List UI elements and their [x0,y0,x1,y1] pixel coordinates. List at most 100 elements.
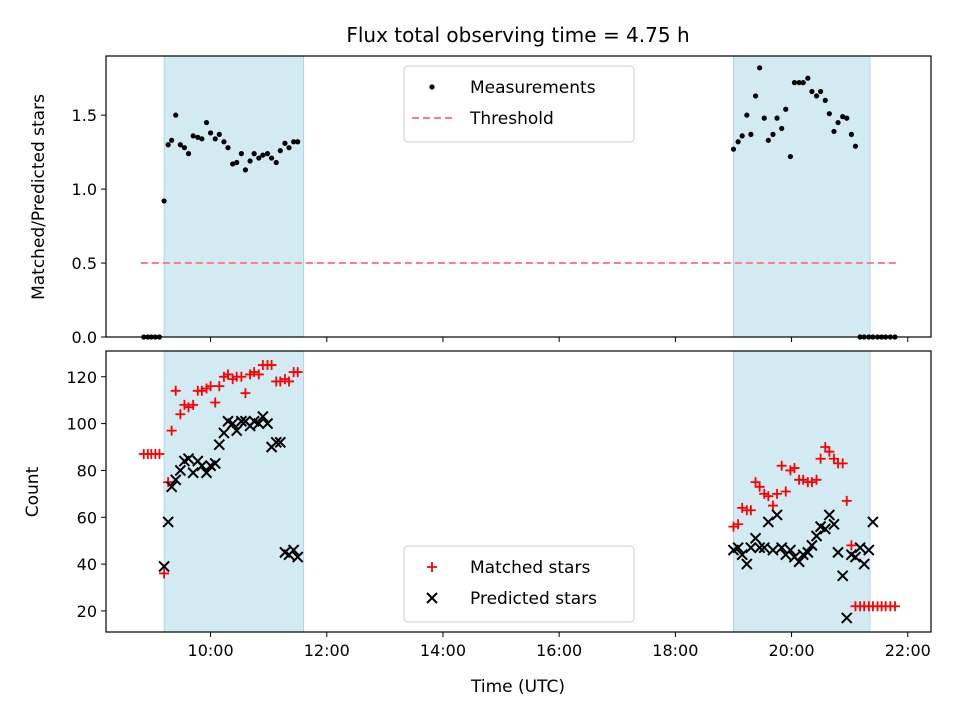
predicted-star-point [226,417,239,430]
measurement-point [735,139,741,145]
predicted-star-point [793,556,805,568]
predicted-star-point [274,436,287,449]
matched-star-point [811,474,822,485]
predicted-star-point [784,544,797,556]
measurement-point [251,151,257,157]
matched-star-point [798,474,809,485]
measurement-point [757,65,763,71]
predicted-star-point [823,509,836,521]
measurement-point [169,137,175,143]
predicted-star-point [819,523,831,535]
measurement-point [840,114,846,120]
measurement-point [282,140,288,146]
matched-star-point [889,601,900,612]
measurement-point [286,145,292,151]
predicted-star-point [261,417,274,430]
panel-frame-0 [105,55,932,338]
matched-star-point [183,402,194,413]
predicted-star-point [802,546,814,559]
predicted-star-point [732,541,744,554]
predicted-star-point [231,424,243,437]
matched-star-point [223,369,234,380]
predicted-star-point [749,532,762,545]
matched-star-point [841,495,852,506]
predicted-star-point [741,558,753,570]
measurement-point [774,115,780,121]
matched-star-point [776,460,787,471]
observing-window-1-1 [733,351,870,632]
predicted-star-point [836,570,849,582]
matched-star-point [292,367,303,378]
x-tick-label-5: 20:00 [769,641,815,660]
matched-star-point [780,486,791,497]
predicted-star-point [849,551,862,563]
x-tick-label-2: 14:00 [420,641,466,660]
matched-star-point [733,519,744,530]
measurement-point [818,88,824,95]
matched-star-point [196,385,207,396]
y-tick-label-1-4: 100 [66,415,97,434]
measurement-point [800,80,806,86]
predicted-star-point [771,509,783,521]
y-tick-label-1-2: 60 [77,508,97,527]
matched-star-point [745,505,756,516]
x-tick-label-6: 22:00 [885,641,931,660]
y-tick-label-1-1: 40 [77,555,97,574]
matched-star-point [154,449,165,460]
predicted-star-point [165,481,178,493]
predicted-star-point [170,474,182,486]
measurement-point [765,137,771,143]
series-0-0 [141,65,898,340]
predicted-star-point [863,544,875,556]
legend-label-0-1: Threshold [469,109,554,129]
measurement-point [813,93,820,99]
matched-star-point [789,463,800,474]
measurement-point [744,112,750,118]
matched-star-point [240,388,251,399]
matched-star-point [824,446,835,457]
legend-marker-matched [427,562,437,572]
predicted-star-point [270,436,282,449]
matched-star-point [728,521,739,532]
series-1-0 [138,360,900,612]
panel-1: 10:00 12:00 14:00 16:00 18:00 20:00 22:00 20 40 6… [66,350,932,660]
measurement-point [852,143,859,149]
y-tick-label-0-2: 1.0 [72,180,97,199]
measurement-point [805,75,811,81]
measurement-point [291,139,297,145]
top-y-axis-label: Matched/Predicted stars [29,94,49,300]
series-1-1 [158,410,879,624]
y-tick-label-1-0: 20 [77,602,97,621]
matched-star-point [763,491,774,502]
measurement-point [779,125,785,132]
plot-layer: 0.0 0.5 1.0 1.5 Measurements Threshold 10:00 12… [66,55,932,660]
measurement-point [238,151,244,157]
measurement-point [221,139,227,145]
legend-label-1-1: Predicted stars [470,589,597,609]
measurement-point [165,142,171,148]
measurement-point [242,167,249,173]
legend-marker-predicted [426,592,438,604]
legend-0: Measurements Threshold [403,65,635,143]
predicted-star-point [200,467,213,479]
matched-star-point [210,397,221,408]
measurement-point [844,115,850,121]
measurement-point [739,133,745,139]
y-tick-label-1-3: 80 [77,461,97,480]
measurement-point [173,112,179,118]
matched-star-point [214,381,225,392]
y-tick-label-0-0: 0.0 [72,328,97,347]
measurement-point [190,133,196,139]
matched-star-point [170,385,181,396]
matched-star-point [236,371,247,382]
x-axis-label: Time (UTC) [470,677,565,697]
measurement-point [835,119,841,126]
predicted-star-point [832,546,844,559]
measurement-point [203,119,210,126]
predicted-star-point [235,415,248,427]
predicted-star-point [854,541,866,554]
measurement-point [822,97,828,103]
predicted-star-point [753,541,766,554]
